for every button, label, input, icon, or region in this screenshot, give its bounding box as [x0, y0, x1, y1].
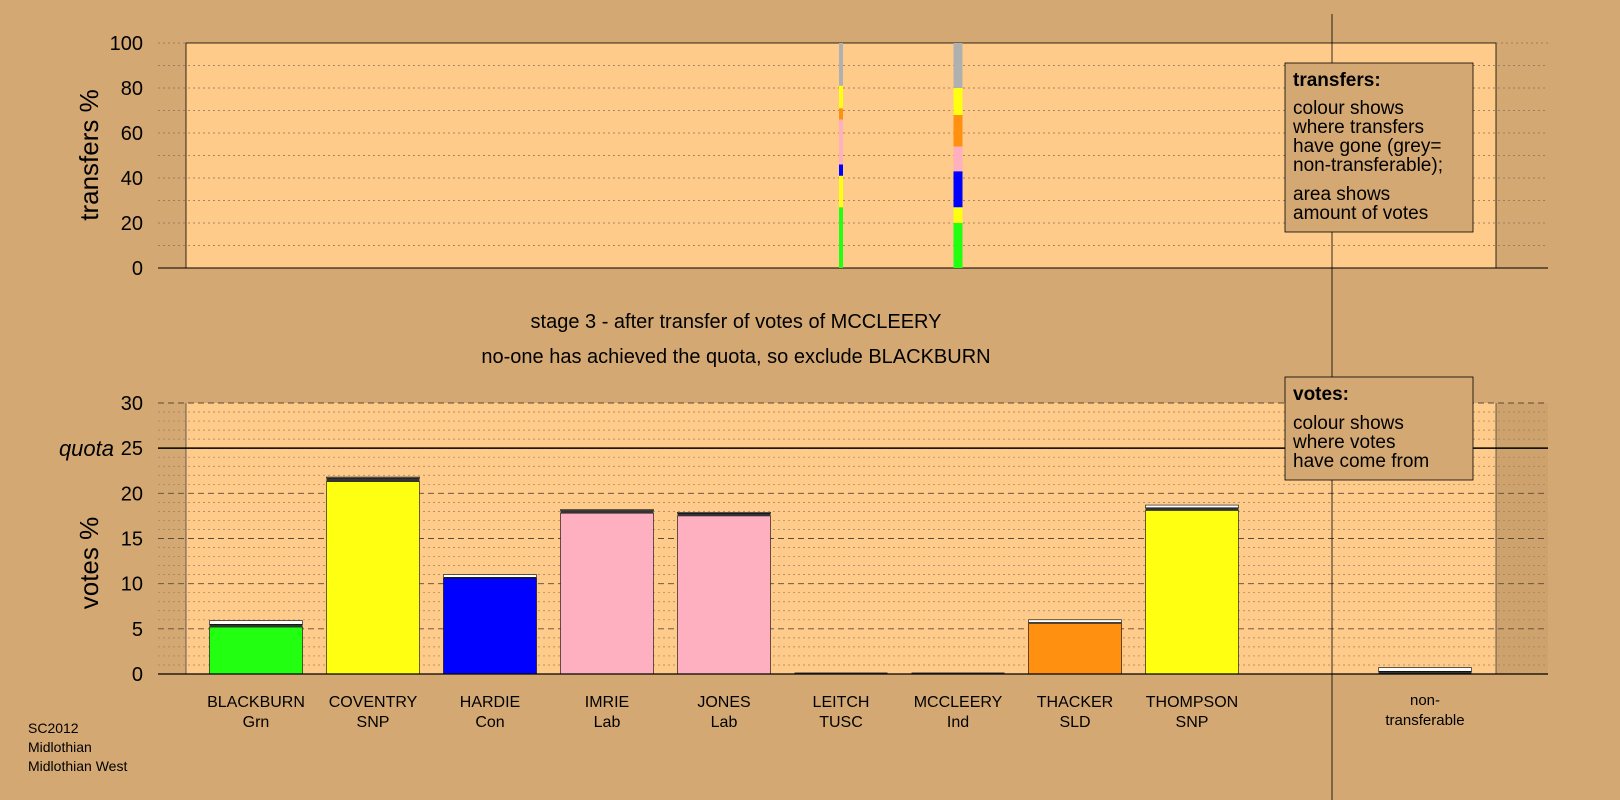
- bar-coventry-first-preferences: [326, 481, 420, 675]
- top-yticks: 0 20 40 60 80 100: [110, 33, 143, 280]
- transfer-segment-mccleery-to-thacker: [953, 115, 963, 147]
- bottom-ytick-label: 10: [121, 574, 143, 596]
- bar-thompson-stage3-transfer: [1145, 504, 1239, 509]
- transfers-legend-title: transfers:: [1293, 70, 1381, 91]
- vote-bars: [209, 476, 1472, 675]
- bar-imrie-stage2-transfer: [560, 510, 654, 514]
- candidate-party-blackburn: Grn: [243, 714, 270, 731]
- candidate-party-thompson: SNP: [1176, 714, 1209, 731]
- bar-hardie-stage3-transfer: [443, 574, 537, 578]
- transfer-segment-mccleery-to-coventry: [953, 207, 963, 223]
- top-gridlines: [158, 42, 1548, 269]
- transfer-segment-mccleery-to-thompson: [953, 88, 963, 115]
- bottom-ytick-label: 0: [132, 664, 143, 686]
- candidate-party-jones: Lab: [711, 714, 738, 731]
- candidate-name-thompson: THOMPSON: [1146, 694, 1238, 711]
- transfers-legend-text: colour shows where transfers have gone (…: [1292, 98, 1448, 224]
- bar-imrie-stage3-transfer: [560, 509, 654, 511]
- top-ytick-label: 60: [121, 123, 143, 145]
- votes-legend-text: colour shows where votes have come from: [1292, 413, 1429, 472]
- candidate-labels: BLACKBURN Grn COVENTRY SNP HARDIE Con IMRIE Lab…: [207, 692, 1465, 731]
- bar-thacker-stage2-transfer: [1028, 622, 1122, 624]
- bottom-ytick-label: 5: [132, 619, 143, 641]
- top-ytick-label: 80: [121, 78, 143, 100]
- candidate-name-blackburn: BLACKBURN: [207, 694, 305, 711]
- bottom-ytick-label: 30: [121, 393, 143, 415]
- top-y-axis-label: transfers %: [74, 89, 104, 221]
- candidate-name-mccleery: MCCLEERY: [914, 694, 1003, 711]
- bar-thompson-stage2-transfer: [1145, 507, 1239, 511]
- bar-thacker-stage3-transfer: [1028, 619, 1122, 623]
- bar-hardie-first-preferences: [443, 577, 537, 675]
- bottom-y-axis-label: votes %: [74, 517, 104, 610]
- quota-label: quota: [59, 436, 114, 461]
- bar-nontransferable-stage3: [1378, 667, 1472, 672]
- candidate-name-imrie: IMRIE: [585, 694, 629, 711]
- bar-jones-stage3-transfer: [677, 512, 771, 514]
- nontransferable-label-line2: transferable: [1385, 712, 1464, 729]
- candidate-party-coventry: SNP: [357, 714, 390, 731]
- transfer-segment-mccleery-to-hardie: [953, 171, 963, 208]
- transfer-segment-leitch-to-imrie: [839, 119, 843, 165]
- nontransferable-label-line1: non-: [1410, 692, 1440, 709]
- candidate-party-thacker: SLD: [1059, 714, 1090, 731]
- transfers-legend: transfers: colour shows where transfers …: [1284, 62, 1474, 233]
- transfer-segment-mccleery-to-imrie: [953, 146, 963, 172]
- transfer-bars: [839, 43, 963, 268]
- bar-hardie-stage2-transfer: [443, 577, 537, 579]
- top-ytick-label: 100: [110, 33, 143, 55]
- bottom-ytick-label: 15: [121, 529, 143, 551]
- top-ytick-label: 0: [132, 258, 143, 280]
- footer-ward: Midlothian West: [28, 758, 127, 774]
- bar-blackburn-first-preferences: [209, 626, 303, 675]
- transfer-segment-mccleery-to-blackburn: [953, 223, 963, 268]
- transfer-segment-leitch-to-coventry: [839, 175, 843, 208]
- bar-coventry-stage3-transfer: [326, 476, 420, 479]
- bar-coventry-stage2-transfer: [326, 477, 420, 482]
- bar-jones-first-preferences: [677, 515, 771, 675]
- footer-info: SC2012 Midlothian Midlothian West: [28, 720, 127, 774]
- transfer-segment-leitch-to-thompson: [839, 85, 843, 109]
- top-ytick-label: 40: [121, 168, 143, 190]
- top-ytick-label: 20: [121, 213, 143, 235]
- transfers-legend-box: [1284, 62, 1474, 233]
- bar-thacker-first-preferences: [1028, 623, 1122, 675]
- candidate-name-thacker: THACKER: [1037, 694, 1113, 711]
- bar-mccleery-empty: [911, 672, 1005, 674]
- transfer-segment-leitch-to-blackburn: [839, 207, 843, 268]
- bottom-ytick-label: 25: [121, 438, 143, 460]
- stage-title: stage 3 - after transfer of votes of MCC…: [531, 311, 942, 333]
- bar-nontransferable-stage2: [1378, 671, 1472, 674]
- candidate-name-coventry: COVENTRY: [329, 694, 418, 711]
- bar-thompson-first-preferences: [1145, 510, 1239, 675]
- stage-subtitle: no-one has achieved the quota, so exclud…: [481, 346, 990, 368]
- candidate-party-hardie: Con: [475, 714, 504, 731]
- transfer-segment-leitch-to-non-transferable: [839, 43, 843, 86]
- candidate-name-jones: JONES: [697, 694, 750, 711]
- bar-imrie-first-preferences: [560, 512, 654, 675]
- transfer-segment-leitch-to-thacker: [839, 108, 843, 120]
- votes-legend-box: [1284, 376, 1474, 481]
- footer-council: Midlothian: [28, 739, 92, 755]
- candidate-party-leitch: TUSC: [819, 714, 863, 731]
- candidate-name-leitch: LEITCH: [813, 694, 870, 711]
- votes-legend-title: votes:: [1293, 384, 1349, 405]
- bar-jones-stage2-transfer: [677, 513, 771, 516]
- bottom-ytick-label: 20: [121, 483, 143, 505]
- bar-blackburn-stage2-transfer: [209, 624, 303, 628]
- candidate-party-mccleery: Ind: [947, 714, 969, 731]
- transfer-segment-mccleery-to-non-transferable: [953, 43, 963, 88]
- bottom-yticks: 0 5 10 15 20 25 30: [121, 393, 143, 686]
- transfer-segment-leitch-to-hardie: [839, 164, 843, 176]
- footer-election: SC2012: [28, 720, 79, 736]
- bar-blackburn-stage3-transfer: [209, 620, 303, 625]
- candidate-name-hardie: HARDIE: [460, 694, 520, 711]
- votes-legend: votes: colour shows where votes have com…: [1284, 376, 1474, 481]
- candidate-party-imrie: Lab: [594, 714, 621, 731]
- bar-leitch-empty: [794, 672, 888, 674]
